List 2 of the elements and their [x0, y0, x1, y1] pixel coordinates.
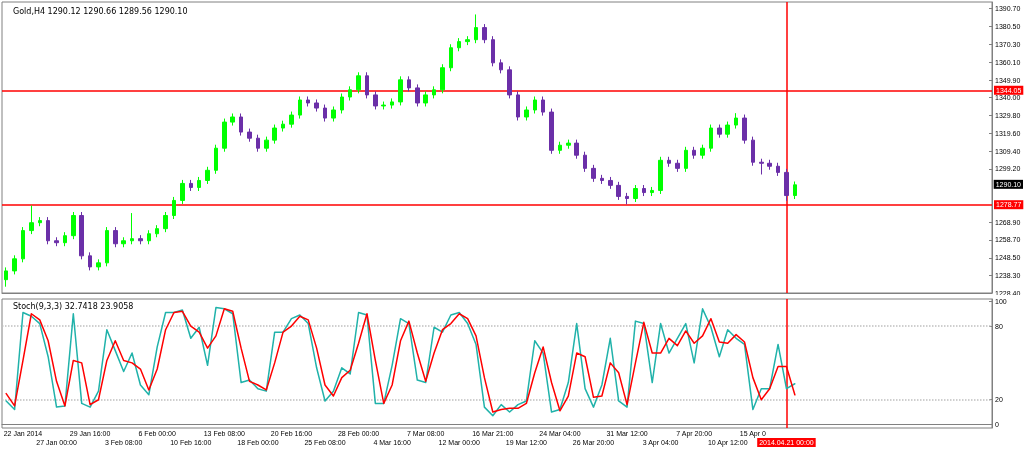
chart-title: Stoch(9,3,3) 32.7418 23.9058 [13, 301, 134, 311]
text: Gold,H4 1290.12 1290.66 1289.56 1290.10 [13, 6, 188, 16]
